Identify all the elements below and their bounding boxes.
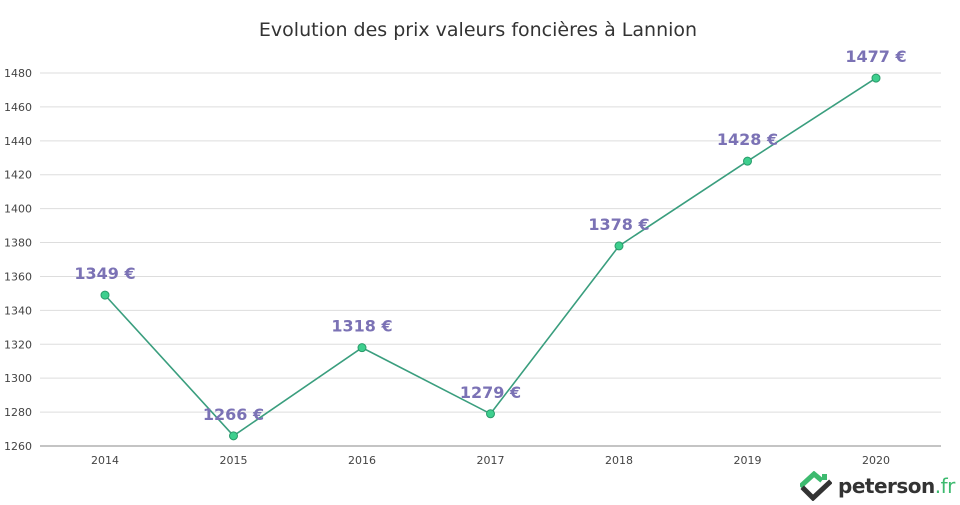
- y-tick-label: 1380: [4, 237, 32, 250]
- y-tick-label: 1400: [4, 203, 32, 216]
- y-tick-label: 1340: [4, 304, 32, 317]
- x-tick-label: 2019: [734, 454, 762, 467]
- data-labels: 1349 € 1266 € 1318 € 1279 € 1378 € 1428 € 1477…: [74, 47, 906, 424]
- x-tick-label: 2014: [91, 454, 119, 467]
- y-axis-ticks: 1260 1280 1300 1320 1340 1360 1380 1400 1420 1440…: [4, 67, 32, 453]
- x-tick-label: 2017: [477, 454, 505, 467]
- house-check-icon: [800, 471, 832, 501]
- y-tick-label: 1360: [4, 270, 32, 283]
- data-label: 1477 €: [845, 47, 906, 66]
- x-tick-label: 2020: [862, 454, 890, 467]
- data-point-marker: [100, 290, 110, 300]
- data-label: 1318 €: [331, 317, 392, 336]
- data-label: 1349 €: [74, 264, 135, 283]
- y-tick-label: 1300: [4, 372, 32, 385]
- y-tick-label: 1480: [4, 67, 32, 80]
- data-point-marker: [357, 343, 367, 353]
- y-tick-label: 1260: [4, 440, 32, 453]
- data-label: 1428 €: [717, 130, 778, 149]
- x-tick-label: 2016: [348, 454, 376, 467]
- data-label: 1266 €: [203, 405, 264, 424]
- peterson-logo: peterson.fr: [800, 469, 955, 503]
- data-point-marker: [229, 431, 238, 441]
- y-tick-label: 1320: [4, 338, 32, 351]
- chart-title: Evolution des prix valeurs foncières à L…: [259, 19, 697, 41]
- x-tick-label: 2015: [220, 454, 248, 467]
- data-point-marker: [871, 73, 881, 83]
- logo-text: peterson.fr: [838, 474, 955, 498]
- data-point-marker: [743, 156, 752, 166]
- data-label: 1378 €: [588, 215, 649, 234]
- series-prix: [100, 73, 881, 441]
- y-tick-label: 1440: [4, 135, 32, 148]
- data-point-marker: [614, 241, 624, 251]
- data-point-marker: [486, 409, 495, 419]
- y-tick-label: 1460: [4, 101, 32, 114]
- x-axis-ticks: 2014 2015 2016 2017 2018 2019 2020: [91, 454, 890, 467]
- logo-name: peterson: [838, 474, 935, 498]
- y-tick-label: 1420: [4, 169, 32, 182]
- data-label: 1279 €: [460, 383, 521, 402]
- grid-lines: [40, 72, 941, 447]
- x-tick-label: 2018: [605, 454, 633, 467]
- logo-tld: .fr: [934, 474, 956, 498]
- y-tick-label: 1280: [4, 406, 32, 419]
